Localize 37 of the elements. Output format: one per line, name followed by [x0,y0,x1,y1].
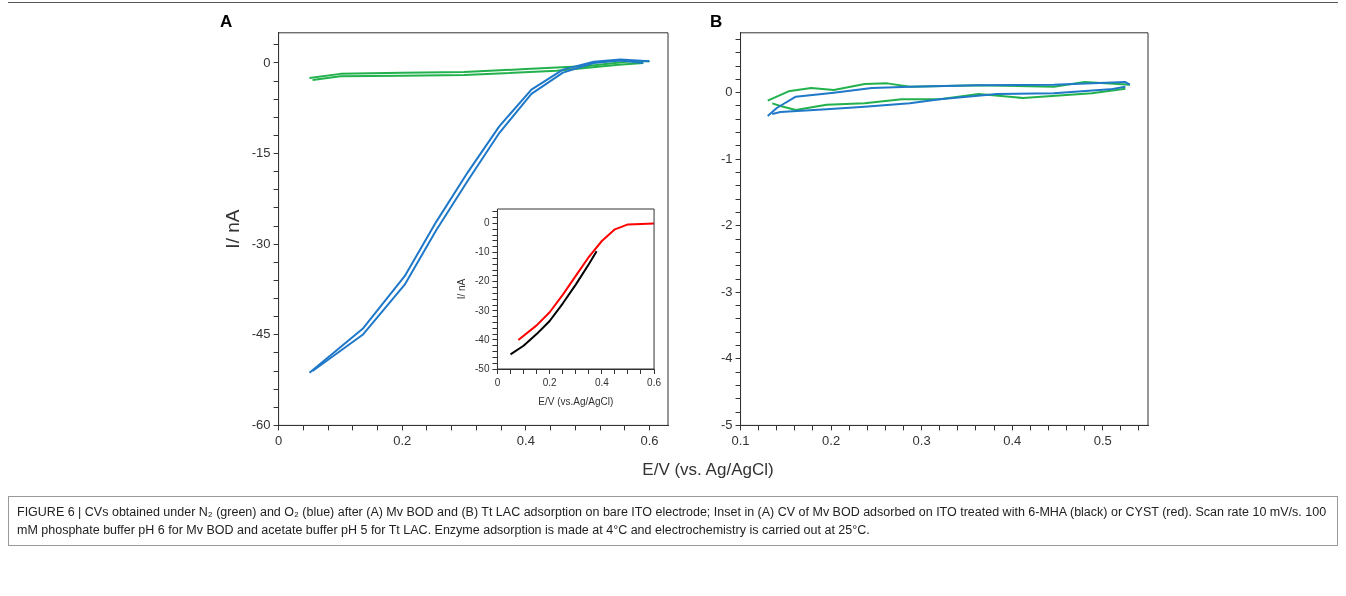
y-tick-label: -5 [721,416,733,432]
x-tick-label: 0.4 [594,376,610,388]
x-tick-label: 0.5 [1093,432,1112,448]
x-tick-label: 0.3 [912,432,931,448]
y-tick-label: 0 [483,217,490,229]
y-tick-label: -45 [251,326,271,342]
x-tick-label: 0.4 [516,432,535,448]
y-axis-title: I/ nA [455,278,467,300]
y-tick-label: -15 [251,145,271,161]
x-axis-title: E/V (vs. Ag/AgCl) [641,460,775,480]
x-axis-title: E/V (vs.Ag/AgCl) [538,395,614,407]
y-tick-label: 0 [725,84,733,100]
y-tick-label: -4 [721,350,733,366]
y-tick-label: -2 [721,217,733,233]
y-tick-label: -30 [251,235,271,251]
chart-title: B [710,12,723,32]
y-tick-label: 0 [263,54,271,70]
y-tick-label: -60 [251,416,271,432]
x-tick-label: 0.2 [393,432,412,448]
x-tick-label: 0.6 [640,432,659,448]
x-tick-label: 0.4 [1003,432,1022,448]
chart-title: A [220,12,233,32]
x-tick-label: 0.2 [542,376,558,388]
y-tick-label: -3 [721,283,733,299]
x-tick-label: 0 [494,376,501,388]
x-tick-label: 0.6 [647,376,662,388]
y-tick-label: -10 [475,246,490,258]
caption: FIGURE 6 | CVs obtained under N₂ (green) and O₂ (blue) after (A) Mv BOD and (B) Tt LAC adsorption on bare ITO electrode; Inset in (A) CV of Mv BOD adsorbed on ITO treated with 6-MHA (black) or CYST (red). Scan rate 10 mV/s. 100 mM phosphate buffer pH 6 for Mv BOD and acetate buffer pH 5 for Tt LAC. Enzyme adsorption is made at 4°C and electrochemistry is carried out at 25°C. [17,504,1328,539]
x-tick-label: 0 [274,432,283,448]
y-tick-label: -20 [475,275,490,287]
x-tick-label: 0.2 [822,432,841,448]
y-tick-label: -30 [475,304,490,316]
y-tick-label: -50 [475,362,490,374]
x-tick-label: 0.1 [731,432,750,448]
y-axis-title: I/ nA [221,209,243,249]
y-tick-label: -40 [475,333,490,345]
y-tick-label: -1 [721,150,733,166]
